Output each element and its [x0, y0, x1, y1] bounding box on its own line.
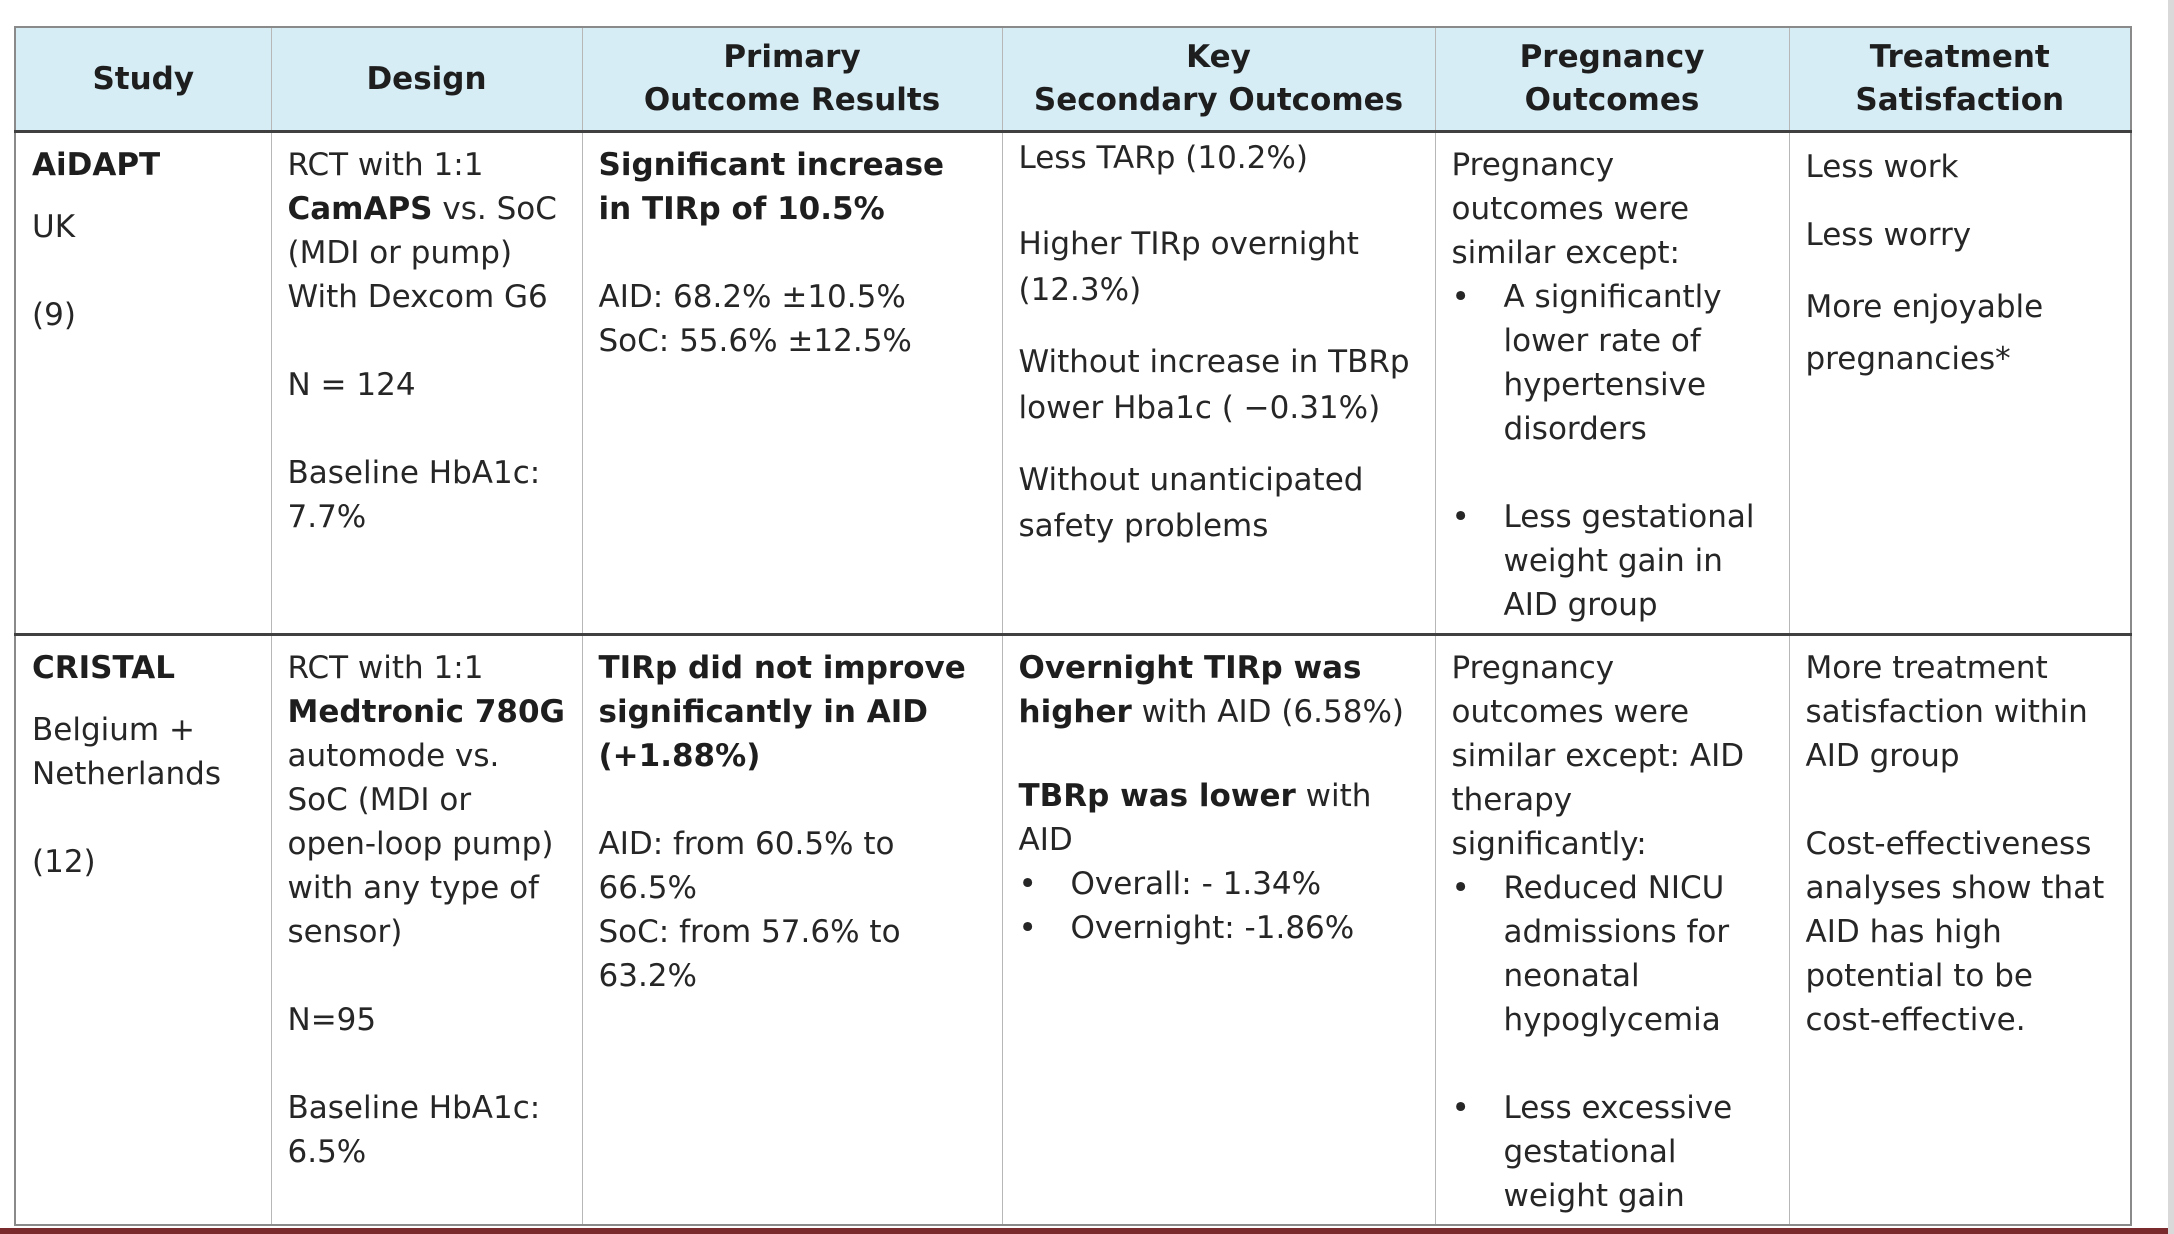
list-item: A significantly lower rate of hypertensi…	[1452, 275, 1773, 451]
study-comparison-table: Study Design Primary Outcome Results Key S…	[14, 26, 2132, 1226]
cell-primary-outcome: Significant increase in TIRp of 10.5% AI…	[581, 131, 1003, 636]
cell-secondary-outcomes: Overnight TIRp was higher with AID (6.58…	[1001, 634, 1436, 1226]
satisfaction-item: Less worry	[1805, 217, 1972, 253]
secondary-item: Higher TIRp overnight (12.3%)	[1018, 226, 1359, 308]
design-line: RCT with 1:1	[287, 650, 484, 686]
design-baseline-label: Baseline HbA1c:	[287, 455, 541, 491]
design-sample-size: N=95	[287, 1002, 377, 1038]
cell-treatment-satisfaction: Less work Less worry More enjoyable preg…	[1788, 131, 2132, 636]
cell-design: RCT with 1:1 Medtronic 780G automode vs.…	[270, 634, 583, 1226]
design-device: Medtronic 780G	[287, 694, 566, 730]
design-baseline-label: Baseline HbA1c:	[287, 1090, 541, 1126]
cell-treatment-satisfaction: More treatment satisfaction within AID g…	[1788, 634, 2132, 1226]
design-baseline-value: 6.5%	[287, 1134, 367, 1170]
pregnancy-bullets: Reduced NICU admissions for neonatal hyp…	[1452, 866, 1773, 1218]
slide-bottom-border	[0, 1228, 2174, 1234]
design-line: (MDI or pump)	[287, 235, 513, 271]
secondary-item: Overnight TIRp was higher with AID (6.58…	[1018, 650, 1405, 730]
list-item: Less excessive gestational weight gain	[1452, 1086, 1773, 1218]
design-line: With Dexcom G6	[287, 279, 548, 315]
pregnancy-intro: Pregnancy outcomes were similar except:	[1451, 147, 1690, 271]
list-item: Reduced NICU admissions for neonatal hyp…	[1452, 866, 1773, 1042]
cell-design: RCT with 1:1 CamAPS vs. SoC (MDI or pump…	[270, 131, 583, 636]
study-country: UK	[32, 209, 76, 245]
header-primary-outcome: Primary Outcome Results	[581, 26, 1003, 133]
primary-soc: SoC: 55.6% ±12.5%	[598, 323, 912, 359]
secondary-item: TBRp was lower with AID	[1018, 778, 1372, 858]
cell-study: AiDAPT UK (9)	[14, 131, 272, 636]
study-name: AiDAPT	[32, 147, 161, 183]
cell-study: CRISTAL Belgium + Netherlands (12)	[14, 634, 272, 1226]
design-device-line: CamAPS vs. SoC	[287, 191, 557, 227]
satisfaction-item: Cost-effectiveness analyses show that AI…	[1805, 826, 2105, 1038]
header-row: Study Design Primary Outcome Results Key S…	[14, 26, 2132, 133]
header-study: Study	[14, 26, 272, 133]
primary-soc: SoC: from 57.6% to 63.2%	[598, 914, 901, 994]
header-design: Design	[270, 26, 583, 133]
cell-pregnancy-outcomes: Pregnancy outcomes were similar except: …	[1434, 131, 1790, 636]
secondary-bullets: Overall: - 1.34% Overnight: -1.86%	[1019, 862, 1419, 950]
list-item: Less gestational weight gain in AID grou…	[1452, 495, 1773, 627]
primary-aid: AID: 68.2% ±10.5%	[598, 279, 906, 315]
secondary-item: Without unanticipated safety problems	[1018, 462, 1364, 544]
table-row-aidapt: AiDAPT UK (9) RCT with 1:1 CamAPS vs. So…	[14, 131, 2132, 636]
header-pregnancy-outcomes: Pregnancy Outcomes	[1434, 26, 1790, 133]
design-device: CamAPS	[287, 191, 433, 227]
primary-headline: TIRp did not improve significantly in AI…	[598, 650, 966, 774]
secondary-item: Without increase in TBRp lower Hba1c ( −…	[1018, 344, 1410, 426]
design-sample-size: N = 124	[287, 367, 416, 403]
cell-primary-outcome: TIRp did not improve significantly in AI…	[581, 634, 1003, 1226]
study-name: CRISTAL	[32, 650, 175, 686]
header-key-secondary: Key Secondary Outcomes	[1001, 26, 1436, 133]
cell-secondary-outcomes: Less TARp (10.2%) Higher TIRp overnight …	[1001, 131, 1436, 636]
study-reference: (9)	[32, 297, 76, 333]
primary-aid: AID: from 60.5% to 66.5%	[598, 826, 895, 906]
pregnancy-bullets: A significantly lower rate of hypertensi…	[1452, 275, 1773, 627]
cell-pregnancy-outcomes: Pregnancy outcomes were similar except: …	[1434, 634, 1790, 1226]
list-item: Overall: - 1.34%	[1019, 862, 1419, 906]
study-reference: (12)	[32, 844, 96, 880]
pregnancy-intro: Pregnancy outcomes were similar except: …	[1451, 650, 1745, 862]
primary-headline: Significant increase in TIRp of 10.5%	[598, 147, 945, 227]
header-treatment-satisfaction: Treatment Satisfaction	[1788, 26, 2132, 133]
slide-right-border	[2168, 0, 2174, 1234]
design-line: automode vs. SoC (MDI or open-loop pump)…	[287, 738, 554, 950]
study-country: Belgium + Netherlands	[32, 712, 221, 792]
satisfaction-item: More enjoyable pregnancies*	[1805, 289, 2044, 377]
satisfaction-item: Less work	[1805, 149, 1959, 185]
list-item: Overnight: -1.86%	[1019, 906, 1419, 950]
satisfaction-item: More treatment satisfaction within AID g…	[1805, 650, 2088, 774]
table-row-cristal: CRISTAL Belgium + Netherlands (12) RCT w…	[14, 634, 2132, 1226]
secondary-item: Less TARp (10.2%)	[1018, 140, 1308, 176]
design-line: RCT with 1:1	[287, 147, 484, 183]
design-baseline-value: 7.7%	[287, 499, 367, 535]
